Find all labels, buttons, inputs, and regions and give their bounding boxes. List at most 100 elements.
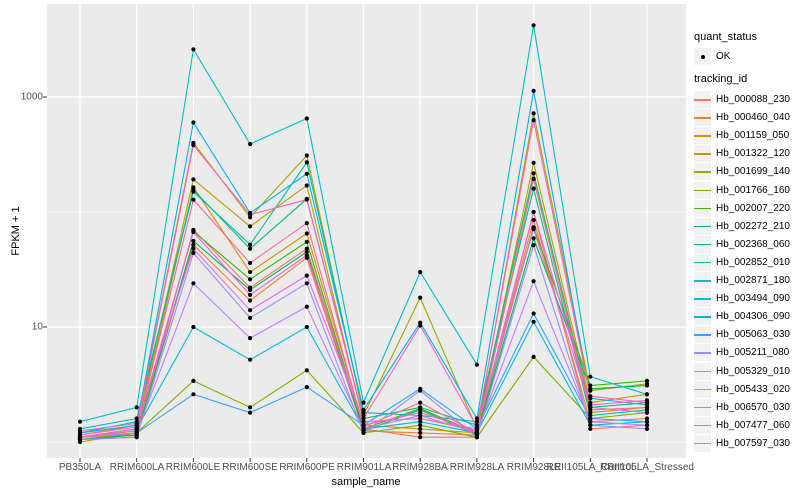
data-point — [134, 424, 139, 430]
data-point — [361, 413, 366, 418]
legend-entry-label: Hb_005211_080 — [716, 347, 790, 359]
legend-key-line-icon — [694, 406, 711, 409]
data-point — [77, 428, 83, 433]
data-point — [248, 212, 253, 217]
series-points-Hb_005211_080 — [77, 243, 650, 442]
legend-key — [694, 416, 711, 434]
data-point — [191, 47, 196, 52]
point-marker-icon — [700, 54, 705, 59]
data-point — [588, 423, 593, 428]
data-point — [588, 374, 593, 379]
legend-entry-label: Hb_001322_120 — [716, 148, 790, 160]
legend-key — [694, 235, 711, 253]
data-point — [304, 221, 309, 226]
data-point — [531, 236, 536, 241]
data-point — [361, 416, 366, 421]
data-point — [588, 394, 593, 399]
x-tick-label: RRII105LA_Stressed — [600, 462, 694, 473]
legend-key — [694, 217, 711, 235]
legend-key — [694, 109, 711, 127]
data-point — [418, 419, 423, 424]
legend-key-line-icon — [694, 298, 711, 300]
legend-key-line-icon — [694, 171, 711, 173]
data-point — [418, 405, 423, 410]
data-point — [248, 270, 253, 275]
data-point — [304, 116, 309, 121]
data-point — [304, 153, 309, 158]
data-point — [191, 229, 196, 235]
legend-key — [694, 308, 711, 326]
data-point — [248, 242, 253, 247]
data-point — [304, 231, 309, 236]
legend-key-line-icon — [694, 117, 711, 119]
data-point — [531, 311, 536, 316]
data-point — [474, 416, 479, 421]
data-point — [531, 279, 536, 284]
legend-key-line-icon — [694, 153, 711, 155]
data-point — [248, 260, 253, 266]
data-point — [418, 270, 423, 275]
data-point — [304, 324, 309, 330]
data-point — [418, 430, 423, 435]
data-point — [304, 253, 309, 258]
legend-key — [694, 91, 711, 108]
legend-entry-label: Hb_002852_010 — [716, 256, 790, 268]
data-point — [588, 402, 593, 407]
data-point — [531, 319, 536, 324]
data-point — [474, 362, 479, 367]
data-point — [418, 323, 423, 328]
data-point — [418, 400, 423, 405]
data-point — [191, 189, 196, 194]
data-point — [588, 407, 593, 412]
y-tick-label: 10 — [31, 321, 43, 333]
legend-key-line-icon — [694, 261, 711, 264]
series-points-Hb_007597_030 — [77, 176, 650, 440]
data-point — [418, 413, 423, 418]
data-point — [304, 197, 309, 202]
legend-title-quant-status: quant_status — [694, 31, 757, 43]
legend-key — [694, 181, 711, 199]
data-point — [531, 176, 536, 181]
x-tick-label: RRIM600LE — [165, 462, 221, 473]
data-point — [304, 368, 309, 373]
data-point — [644, 392, 650, 397]
x-tick-label: RRIM600PE — [279, 462, 335, 473]
legend-key-line-icon — [694, 99, 711, 101]
data-point — [418, 426, 423, 431]
x-tick-label: RRIM600SE — [222, 462, 278, 473]
data-point — [531, 111, 536, 116]
legend-entry-label: Hb_005329_010 — [716, 365, 790, 377]
legend-key — [694, 272, 711, 289]
data-point — [248, 224, 253, 229]
data-point — [191, 238, 196, 244]
legend-key — [694, 253, 711, 271]
legend-key-line-icon — [694, 352, 711, 354]
data-point — [304, 160, 309, 165]
data-point — [474, 424, 479, 430]
data-point — [588, 386, 593, 391]
legend-entry-label: Hb_001699_140 — [716, 166, 790, 178]
legend-key — [694, 290, 711, 308]
data-point — [134, 416, 139, 421]
legend-key-line-icon — [694, 207, 711, 210]
data-point — [248, 292, 253, 297]
legend-key — [694, 145, 711, 163]
legend-key-line-icon — [694, 316, 711, 318]
data-point — [77, 419, 83, 424]
legend-entry-label: Hb_006570_030 — [716, 401, 790, 413]
data-point — [474, 430, 479, 435]
data-point — [588, 383, 593, 388]
data-point — [77, 435, 83, 440]
legend-key — [694, 398, 711, 416]
legend-key — [694, 127, 711, 145]
legend-key — [694, 362, 711, 380]
data-point — [304, 281, 309, 286]
legend: quant_status OK tracking_id Hb_000088_23… — [690, 0, 800, 500]
data-point — [191, 177, 196, 182]
data-point — [418, 295, 423, 300]
x-tick-label: RRIM928LA — [449, 462, 505, 473]
legend-entry-label: Hb_000460_040 — [716, 112, 790, 124]
data-point — [644, 423, 650, 428]
data-point — [418, 388, 423, 393]
